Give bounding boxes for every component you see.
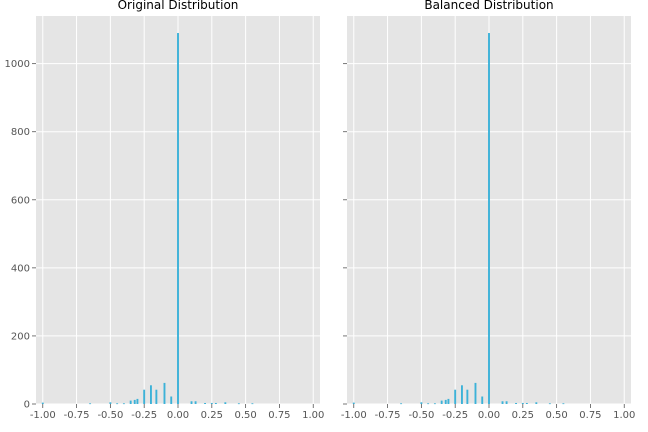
- histogram-bar: [89, 403, 92, 405]
- histogram-bar: [136, 398, 139, 404]
- x-tick-label: -1.00: [341, 410, 367, 421]
- chart-panel-balanced: -1.00 -0.75 -0.50 -0.25 0.00 0.25 0.50 0.75 1.00…: [341, 0, 636, 421]
- histogram-bar: [41, 402, 44, 404]
- histogram-bar: [170, 396, 173, 404]
- histogram-bar: [488, 33, 490, 404]
- histogram-bar: [122, 403, 125, 405]
- histogram-bar: [474, 382, 477, 404]
- histogram-bar: [177, 33, 179, 404]
- y-tick-label: 600: [11, 195, 30, 206]
- histogram-bar: [433, 403, 436, 405]
- x-tick-label: 0.75: [268, 410, 290, 421]
- histogram-bar: [466, 389, 469, 404]
- x-tick-label: -0.25: [442, 410, 468, 421]
- histogram-bar: [454, 389, 457, 404]
- histogram-bar: [400, 403, 403, 405]
- x-tick-label: -0.50: [97, 410, 123, 421]
- y-tick-label: 800: [11, 127, 30, 138]
- histogram-bar: [129, 400, 132, 404]
- histogram-bar: [525, 402, 528, 404]
- x-tick-label: 1.00: [302, 410, 324, 421]
- histogram-bar: [224, 402, 227, 404]
- chart-title: Balanced Distribution: [424, 0, 553, 12]
- x-tick-label: 0.00: [478, 410, 500, 421]
- histogram-bar: [143, 389, 146, 404]
- histogram-bar: [352, 402, 355, 404]
- histogram-bar: [155, 389, 158, 404]
- chart-panel-original: -1.00 -0.75 -0.50 -0.25 0.00 0.25 0.50 0.75 1.00…: [5, 0, 325, 421]
- histogram-bar: [501, 401, 504, 404]
- y-tick-label: 400: [11, 263, 30, 274]
- histogram-bar: [109, 402, 112, 404]
- histogram-bar: [251, 403, 254, 405]
- x-tick-label: 0.25: [201, 410, 223, 421]
- histogram-bar: [194, 401, 197, 404]
- y-tick-label: 200: [11, 331, 30, 342]
- x-tick-label: -0.75: [64, 410, 90, 421]
- histogram-bar: [447, 398, 450, 404]
- x-tick-label: 0.00: [167, 410, 189, 421]
- histogram-bar: [505, 401, 508, 404]
- histogram-bar: [133, 399, 136, 404]
- x-tick-label: 0.75: [579, 410, 601, 421]
- x-tick-label: -0.25: [131, 410, 157, 421]
- x-tick-label: 0.50: [545, 410, 567, 421]
- x-tick-label: -0.75: [375, 410, 401, 421]
- histogram-bar: [461, 385, 463, 404]
- histogram-bar: [535, 402, 538, 404]
- x-tick-label: 0.50: [234, 410, 256, 421]
- chart-title: Original Distribution: [118, 0, 239, 12]
- histogram-bar: [163, 382, 166, 404]
- histogram-bar: [214, 402, 217, 404]
- histogram-bar: [116, 403, 119, 405]
- y-tick-label: 1000: [5, 59, 30, 70]
- histogram-bar: [440, 400, 443, 404]
- histogram-bar: [150, 385, 152, 404]
- histogram-bar: [444, 399, 447, 404]
- histogram-bar: [204, 402, 206, 404]
- x-tick-label: -1.00: [30, 410, 56, 421]
- histogram-bar: [210, 402, 213, 404]
- histogram-bar: [562, 403, 565, 405]
- histogram-bar: [481, 396, 484, 404]
- x-tick-label: 1.00: [613, 410, 635, 421]
- histogram-bar: [521, 402, 524, 404]
- histogram-bar: [190, 401, 193, 404]
- x-tick-label: 0.25: [512, 410, 534, 421]
- histogram-bar: [420, 402, 423, 404]
- x-tick-label: -0.50: [408, 410, 434, 421]
- y-tick-label: 0: [24, 400, 30, 411]
- histogram-bar: [515, 402, 517, 404]
- histogram-bar: [237, 403, 240, 405]
- histogram-bar: [427, 403, 430, 405]
- histogram-bar: [548, 403, 551, 405]
